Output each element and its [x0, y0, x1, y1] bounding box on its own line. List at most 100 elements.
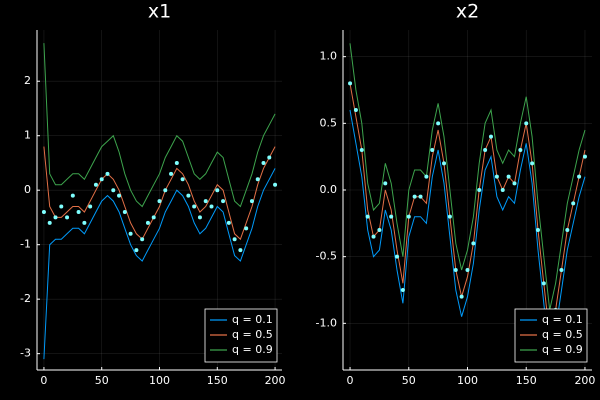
series-line: [43, 43, 276, 208]
legend-label: q = 0.5: [542, 328, 583, 341]
data-point: [582, 154, 587, 159]
data-point: [88, 204, 93, 209]
data-point: [215, 188, 220, 193]
y-tick-label: 0: [24, 183, 31, 196]
data-point: [111, 188, 116, 193]
x-tick-label: 200: [574, 374, 595, 387]
data-point: [197, 215, 202, 220]
data-point: [145, 220, 150, 225]
y-tick-label: 1.0: [320, 50, 338, 63]
data-point: [186, 193, 191, 198]
data-point: [453, 268, 458, 272]
data-point: [412, 194, 417, 199]
y-tick-label: 1: [24, 129, 31, 142]
data-point: [105, 171, 110, 176]
data-point: [47, 220, 52, 225]
y-tick-label: -1: [20, 238, 31, 251]
y-tick-label: -3: [20, 347, 31, 360]
y-tick-label: -0.5: [316, 250, 337, 263]
data-point: [348, 81, 353, 86]
data-point: [530, 161, 535, 166]
data-point: [565, 228, 570, 232]
data-point: [151, 215, 156, 220]
x-tick-label: 100: [457, 374, 478, 387]
data-point: [273, 182, 278, 187]
y-tick-label: 2: [24, 74, 31, 87]
data-point: [232, 237, 237, 242]
series-line: [349, 83, 586, 337]
x-tick-label: 0: [40, 374, 47, 387]
data-point: [238, 248, 243, 253]
data-point: [365, 214, 370, 219]
y-tick-label: 0.5: [320, 116, 338, 129]
x-tick-label: 150: [516, 374, 537, 387]
data-point: [447, 214, 452, 219]
data-point: [406, 214, 411, 219]
legend-label: q = 0.1: [542, 313, 583, 326]
data-point: [244, 226, 249, 231]
data-point: [169, 171, 174, 176]
data-point: [82, 220, 87, 225]
data-point: [371, 234, 376, 239]
data-point: [400, 288, 405, 292]
data-point: [76, 209, 81, 214]
data-point: [209, 204, 214, 209]
legend-label: q = 0.1: [232, 313, 273, 326]
data-point: [518, 148, 523, 152]
data-point: [424, 174, 429, 179]
data-point: [93, 182, 98, 187]
data-point: [559, 268, 564, 272]
data-point: [571, 201, 576, 206]
data-point: [459, 294, 464, 299]
data-point: [500, 188, 505, 192]
chart-title: x1: [148, 1, 171, 23]
data-point: [535, 228, 540, 232]
data-point: [122, 209, 127, 214]
data-point: [359, 148, 364, 152]
y-tick-label: -2: [20, 292, 31, 305]
data-point: [117, 193, 122, 198]
data-point: [174, 160, 179, 165]
data-point: [41, 209, 46, 214]
data-point: [267, 155, 272, 160]
data-point: [465, 268, 470, 272]
data-point: [134, 248, 139, 253]
data-point: [389, 214, 394, 219]
data-point: [128, 231, 133, 236]
series-line: [349, 43, 586, 311]
data-point: [418, 194, 423, 199]
data-point: [192, 204, 197, 209]
data-point: [353, 108, 358, 112]
data-point: [70, 193, 75, 198]
chart-title: x2: [456, 1, 479, 23]
data-point: [395, 254, 400, 259]
data-point: [261, 160, 266, 165]
data-point: [140, 237, 145, 242]
x-tick-label: 200: [265, 374, 286, 387]
legend-label: q = 0.9: [232, 343, 273, 356]
data-point: [442, 161, 447, 166]
series-line: [43, 146, 276, 241]
data-point: [53, 215, 58, 220]
data-point: [180, 177, 185, 182]
data-point: [377, 228, 382, 232]
x-tick-label: 100: [149, 374, 170, 387]
data-point: [221, 199, 226, 204]
x-tick-label: 50: [402, 374, 416, 387]
data-point: [65, 215, 70, 220]
legend-label: q = 0.5: [232, 328, 273, 341]
data-point: [512, 181, 517, 186]
data-point: [249, 199, 254, 204]
data-point: [99, 177, 104, 182]
x-tick-label: 50: [95, 374, 109, 387]
x-tick-label: 0: [347, 374, 354, 387]
y-tick-label: -1.0: [316, 316, 337, 329]
data-point: [436, 121, 441, 126]
data-point: [541, 281, 546, 286]
data-point: [226, 220, 231, 225]
y-tick-label: 0.0: [320, 183, 338, 196]
data-point: [383, 181, 388, 186]
data-point: [203, 199, 208, 204]
data-point: [494, 174, 499, 179]
